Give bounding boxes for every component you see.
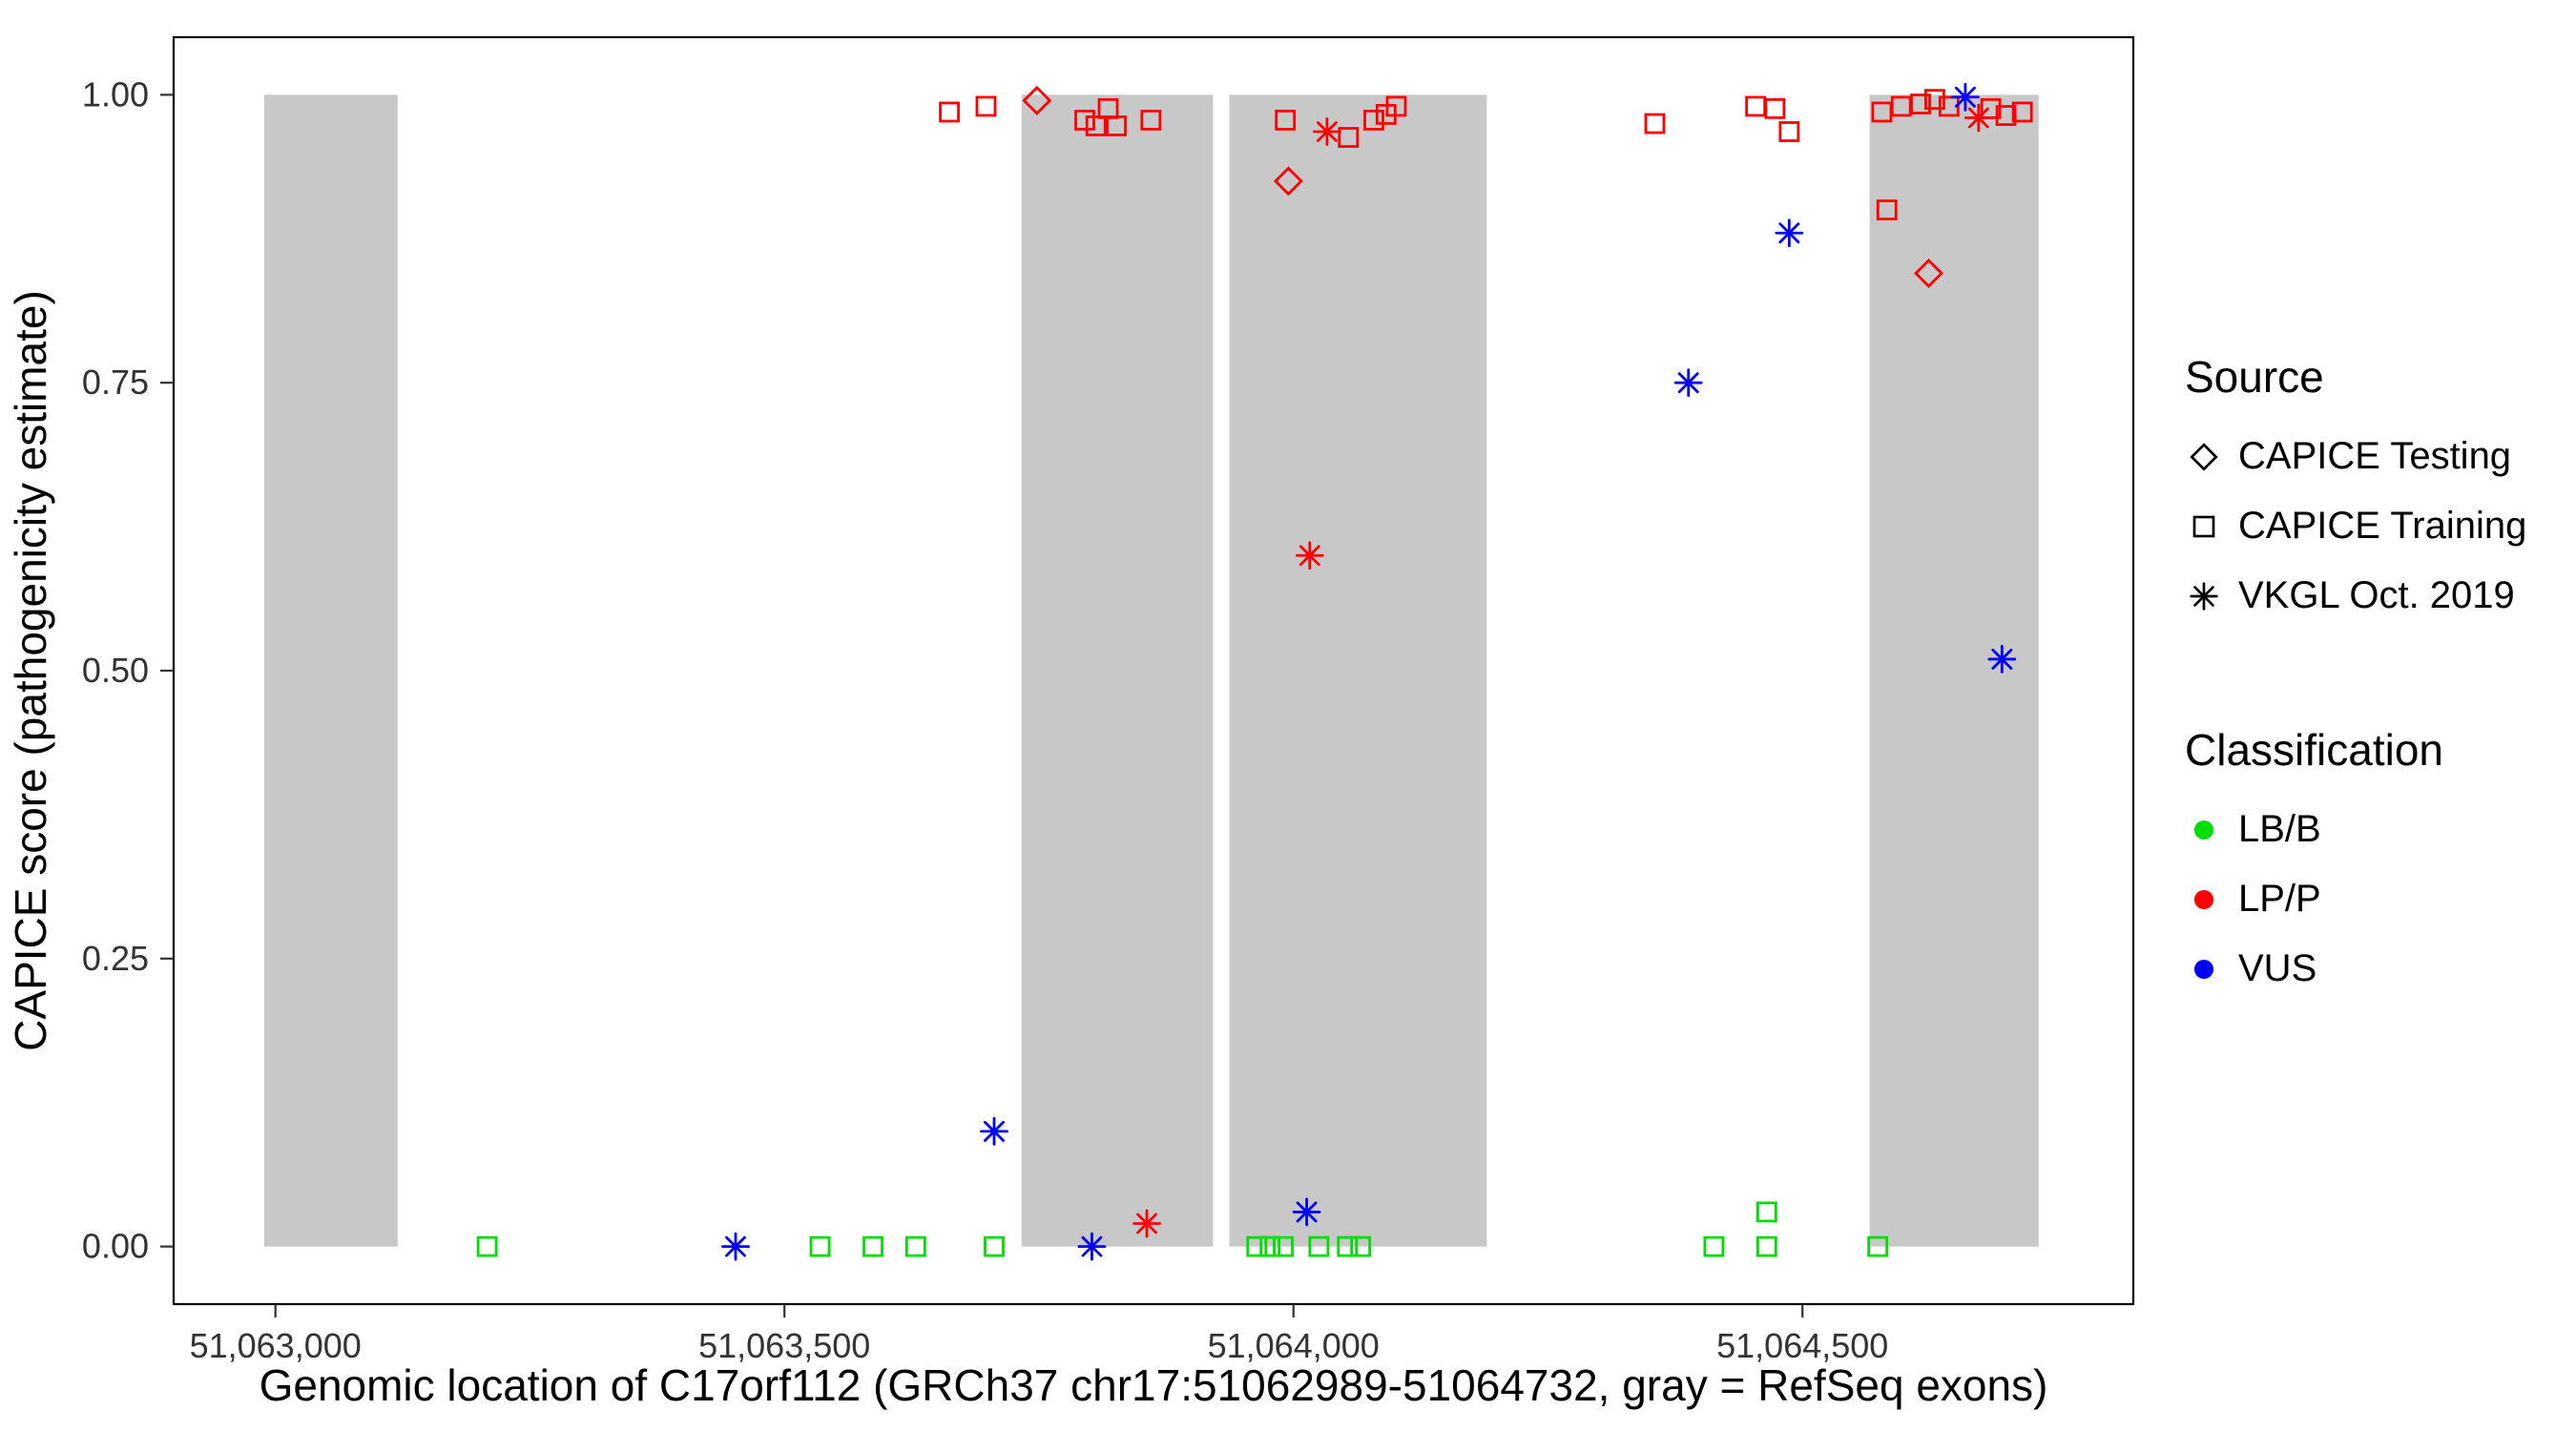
data-point (1644, 113, 1666, 135)
data-point (1703, 1235, 1725, 1257)
data-point (1140, 110, 1162, 131)
y-tick-label: 0.25 (82, 939, 149, 978)
exon-rect (1021, 94, 1214, 1247)
data-point (1295, 541, 1324, 570)
data-point (1292, 1197, 1321, 1227)
legend-item-lpp: LP/P (2185, 864, 2566, 934)
data-point (1074, 110, 1095, 131)
data-point (1273, 166, 1303, 197)
data-point (1910, 93, 1931, 114)
data-point (1755, 1201, 1777, 1223)
exon-rects-layer (263, 94, 2039, 1247)
data-point (1273, 1235, 1294, 1257)
data-point (984, 1235, 1005, 1257)
legend-item-vus: VUS (2185, 934, 2566, 1004)
data-point (939, 101, 960, 123)
axes-layer: 51,063,000 51,063,500 51,064,000 51,064,500… (82, 74, 1888, 1365)
legend-item-capice-testing: CAPICE Testing (2185, 422, 2566, 491)
data-point (1745, 95, 1767, 117)
data-point (1338, 127, 1360, 148)
square-open-icon (2192, 515, 2215, 537)
x-axis-title: Genomic location of C17orf112 (GRCh37 ch… (260, 1360, 2048, 1410)
data-point (1987, 645, 2017, 674)
x-tick-label: 51,064,500 (1716, 1326, 1888, 1365)
data-point (975, 95, 997, 117)
data-point (1259, 1235, 1281, 1257)
legend-item-capice-training: CAPICE Training (2185, 491, 2566, 561)
data-point (1246, 1235, 1268, 1257)
data-point (1876, 199, 1898, 220)
legend-item-label: LB/B (2238, 808, 2321, 850)
data-point (1350, 1235, 1372, 1257)
data-point (1995, 105, 2017, 126)
data-point (1951, 82, 1980, 112)
blue-dot-icon (2194, 959, 2213, 979)
data-point (1963, 103, 1993, 133)
data-point (904, 1235, 926, 1257)
legend-item-lbb: LB/B (2185, 795, 2566, 864)
data-point (1313, 117, 1341, 146)
exon-rect (1869, 94, 2039, 1247)
legend-source-title: Source (2185, 352, 2324, 402)
x-tick-label: 51,063,500 (698, 1326, 870, 1365)
legend: Source CAPICE Testing CAPICE Training (2185, 351, 2566, 1004)
y-tick-label: 0.75 (82, 363, 149, 402)
data-point (476, 1235, 498, 1257)
data-point (1775, 218, 1804, 248)
data-point (1778, 121, 1800, 142)
y-axis-title: CAPICE score (pathogenicity estimate) (6, 290, 55, 1051)
legend-item-label: VKGL Oct. 2019 (2238, 574, 2515, 616)
data-point (1938, 95, 1960, 117)
red-dot-icon (2194, 889, 2213, 909)
data-point (1385, 95, 1407, 117)
data-point (1673, 368, 1703, 398)
data-point (1085, 115, 1107, 136)
legend-classification-group: Classification LB/B LP/P VUS (2185, 724, 2566, 1004)
data-point (1363, 110, 1384, 131)
data-point (1275, 110, 1297, 131)
diamond-open-icon (2190, 442, 2218, 471)
y-tick-label: 0.00 (82, 1227, 149, 1266)
legend-item-label: CAPICE Testing (2238, 435, 2512, 477)
data-point (1077, 1232, 1107, 1261)
data-point (1132, 1209, 1161, 1238)
data-point (1914, 259, 1944, 288)
data-point (1106, 115, 1127, 136)
data-point (1924, 89, 1945, 111)
data-point (1022, 85, 1052, 115)
y-tick-label: 0.50 (82, 651, 149, 690)
exon-rect (1229, 94, 1487, 1247)
data-point (1764, 97, 1786, 119)
data-point (862, 1235, 883, 1257)
data-point (809, 1235, 831, 1257)
exon-rect (263, 94, 398, 1247)
x-tick-label: 51,064,000 (1208, 1326, 1380, 1365)
data-point (1337, 1235, 1359, 1257)
points-layer (476, 82, 2033, 1261)
legend-item-label: CAPICE Training (2238, 505, 2527, 547)
data-point (2011, 101, 2033, 123)
y-tick-label: 1.00 (82, 74, 149, 114)
data-point (721, 1232, 750, 1261)
legend-source-group: Source CAPICE Testing CAPICE Training (2185, 351, 2566, 631)
green-dot-icon (2194, 819, 2213, 840)
data-point (1755, 1235, 1777, 1257)
legend-item-label: VUS (2238, 947, 2317, 989)
legend-classification-title: Classification (2185, 725, 2443, 775)
asterisk-icon (2190, 581, 2218, 611)
x-tick-label: 51,063,000 (190, 1326, 362, 1365)
data-point (980, 1117, 1008, 1146)
legend-item-label: LP/P (2238, 878, 2321, 920)
data-point (1867, 1235, 1889, 1257)
data-point (1308, 1235, 1330, 1257)
legend-item-vkgl: VKGL Oct. 2019 (2185, 561, 2566, 631)
